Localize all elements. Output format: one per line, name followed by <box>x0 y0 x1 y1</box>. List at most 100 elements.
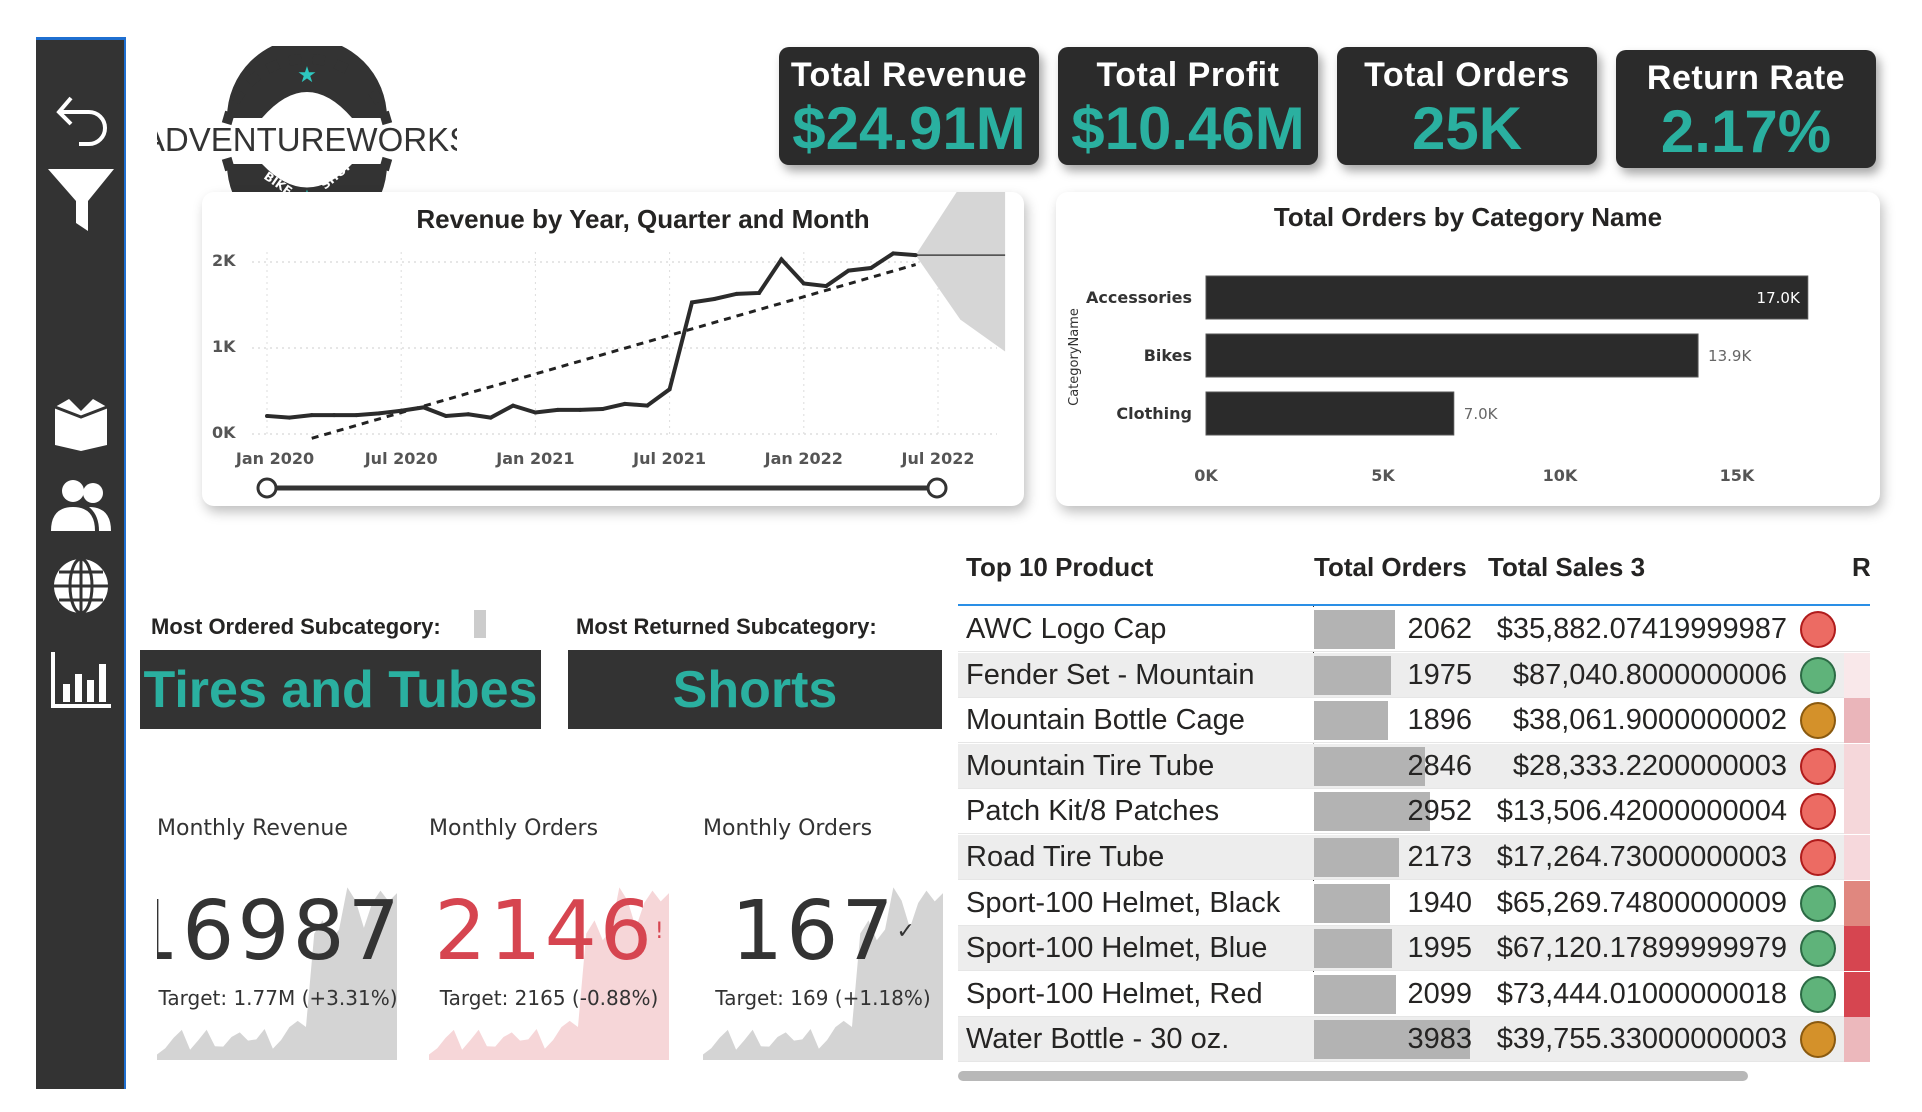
table-row[interactable]: Sport-100 Helmet, Red 2099 $73,444.0100000… <box>958 971 1870 1017</box>
most-returned-value: Shorts <box>568 650 942 729</box>
data-point <box>421 405 426 410</box>
status-indicator-icon <box>1800 702 1836 740</box>
slicer-handle[interactable] <box>474 610 486 638</box>
status-indicator-icon <box>1800 656 1836 694</box>
orders-data-bar <box>1314 974 1397 1014</box>
x-tick-label: 5K <box>1371 466 1395 485</box>
data-point <box>846 268 851 273</box>
kpi-card: Total Orders 25K <box>1337 47 1597 165</box>
return-heat-cell <box>1844 743 1870 789</box>
orders-value: 1995 <box>1407 932 1472 965</box>
header-divider <box>958 604 1870 606</box>
x-tick-label: 10K <box>1543 466 1578 485</box>
header-r[interactable]: R <box>1852 552 1870 582</box>
kpi-title: Return Rate <box>1646 59 1846 97</box>
table-row[interactable]: Water Bottle - 30 oz. 3983 $39,755.3300000… <box>958 1017 1870 1063</box>
kpi-value: $10.46M <box>1071 95 1305 162</box>
kpi-value: 1698713 <box>157 884 399 979</box>
return-heat-cell <box>1844 926 1870 972</box>
box-icon[interactable] <box>46 390 116 460</box>
most-ordered-label: Most Ordered Subcategory: <box>151 614 441 639</box>
undo-icon[interactable] <box>46 85 116 155</box>
table-row[interactable]: Mountain Bottle Cage 1896 $38,061.90000000… <box>958 698 1870 744</box>
sparkline-area <box>703 887 943 1060</box>
sales-value: $13,506.42000000004 <box>1496 795 1787 828</box>
kpi-label: Monthly Orders <box>429 816 599 841</box>
data-point <box>757 290 762 295</box>
product-name: Sport-100 Helmet, Blue <box>966 932 1268 965</box>
return-heat-cell <box>1844 789 1870 835</box>
range-slider-handle[interactable] <box>926 477 948 499</box>
monthly-kpi-card: Monthly Orders 2146! Target: 2165 (-0.88%) <box>429 816 669 1060</box>
kpi-value: $24.91M <box>792 95 1026 162</box>
kpi-title: Total Revenue <box>790 56 1028 94</box>
kpi-target: Target: 1.77M (+3.31%) <box>158 986 398 1010</box>
x-tick-label: Jan 2021 <box>495 449 574 468</box>
data-point <box>332 413 337 418</box>
top-products-table: Top 10 Product Total Orders Total Sales … <box>958 552 1870 1092</box>
orders-data-bar <box>1314 610 1395 649</box>
data-point <box>466 412 471 417</box>
kpi-target: Target: 2165 (-0.88%) <box>439 986 659 1010</box>
header-orders[interactable]: Total Orders <box>1314 552 1467 582</box>
data-point <box>824 284 829 289</box>
globe-icon[interactable] <box>46 551 116 621</box>
table-row[interactable]: Mountain Tire Tube 2846 $28,333.2200000003 <box>958 743 1870 789</box>
data-label: 17.0K <box>1757 289 1801 307</box>
data-point <box>265 413 269 418</box>
table-row[interactable]: Sport-100 Helmet, Black 1940 $65,269.74800… <box>958 880 1870 926</box>
table-row[interactable]: Patch Kit/8 Patches 2952 $13,506.420000000… <box>958 789 1870 835</box>
data-label: 13.9K <box>1708 347 1752 365</box>
product-name: Sport-100 Helmet, Black <box>966 886 1281 919</box>
table-row[interactable]: Road Tire Tube 2173 $17,264.73000000003 <box>958 835 1870 880</box>
sparkline-fill <box>157 887 397 1060</box>
orders-value: 2099 <box>1407 977 1472 1010</box>
return-heat-cell <box>1844 1017 1870 1063</box>
data-point <box>622 401 627 406</box>
sales-value: $35,882.07419999987 <box>1496 613 1787 645</box>
status-indicator-icon <box>1800 747 1836 785</box>
range-slider-handle[interactable] <box>256 477 278 499</box>
kpi-label: Monthly Revenue <box>157 816 348 841</box>
orders-data-bar <box>1314 838 1400 877</box>
table-row[interactable]: Fender Set - Mountain 1975 $87,040.8000000… <box>958 652 1870 698</box>
sales-value: $67,120.17899999979 <box>1496 932 1787 965</box>
return-heat-cell <box>1844 835 1870 880</box>
x-tick-label: Jul 2020 <box>364 449 438 468</box>
product-name: Sport-100 Helmet, Red <box>966 977 1263 1010</box>
product-name: Fender Set - Mountain <box>966 658 1255 691</box>
sales-value: $73,444.01000000018 <box>1496 977 1787 1010</box>
data-point <box>868 266 873 271</box>
horizontal-scrollbar[interactable] <box>958 1071 1748 1081</box>
sparkline-fill <box>703 887 943 1060</box>
filter-icon[interactable] <box>46 165 116 235</box>
product-name: Water Bottle - 30 oz. <box>966 1023 1230 1056</box>
orders-data-bar <box>1314 883 1390 923</box>
product-name: Mountain Bottle Cage <box>966 704 1245 737</box>
orders-value: 2173 <box>1407 841 1472 873</box>
bar-chart: CategoryName Accessories 17.0K Bikes 13.9K Cl… <box>1067 275 1809 485</box>
status-indicator-icon <box>1800 839 1836 876</box>
kpi-label: Monthly Orders <box>703 816 873 841</box>
table-row[interactable]: AWC Logo Cap 2062 $35,882.07419999987 <box>958 607 1870 652</box>
sales-value: $87,040.8000000006 <box>1512 658 1787 691</box>
bar <box>1205 333 1699 378</box>
table-row[interactable]: Sport-100 Helmet, Blue 1995 $67,120.178999… <box>958 926 1870 972</box>
sparkline-area <box>157 887 397 1060</box>
category-bar-chart-card: CategoryName Accessories 17.0K Bikes 13.9K Cl… <box>1056 192 1880 506</box>
kpi-value: 25K <box>1411 95 1523 162</box>
data-point <box>801 281 806 286</box>
data-point <box>734 291 739 296</box>
sales-value: $17,264.73000000003 <box>1496 841 1787 873</box>
data-point <box>488 415 493 420</box>
orders-value: 2846 <box>1407 749 1472 782</box>
users-icon[interactable] <box>46 470 116 540</box>
data-point <box>600 407 605 412</box>
header-sales[interactable]: Total Sales 3 <box>1488 552 1646 582</box>
x-tick-label: Jan 2022 <box>764 449 843 468</box>
header-product[interactable]: Top 10 Product <box>966 552 1154 582</box>
bar-chart-icon[interactable] <box>46 645 116 715</box>
y-tick-label: 1K <box>212 337 236 356</box>
chart-title: Revenue by Year, Quarter and Month <box>416 204 870 234</box>
sparkline-fill <box>429 887 669 1060</box>
